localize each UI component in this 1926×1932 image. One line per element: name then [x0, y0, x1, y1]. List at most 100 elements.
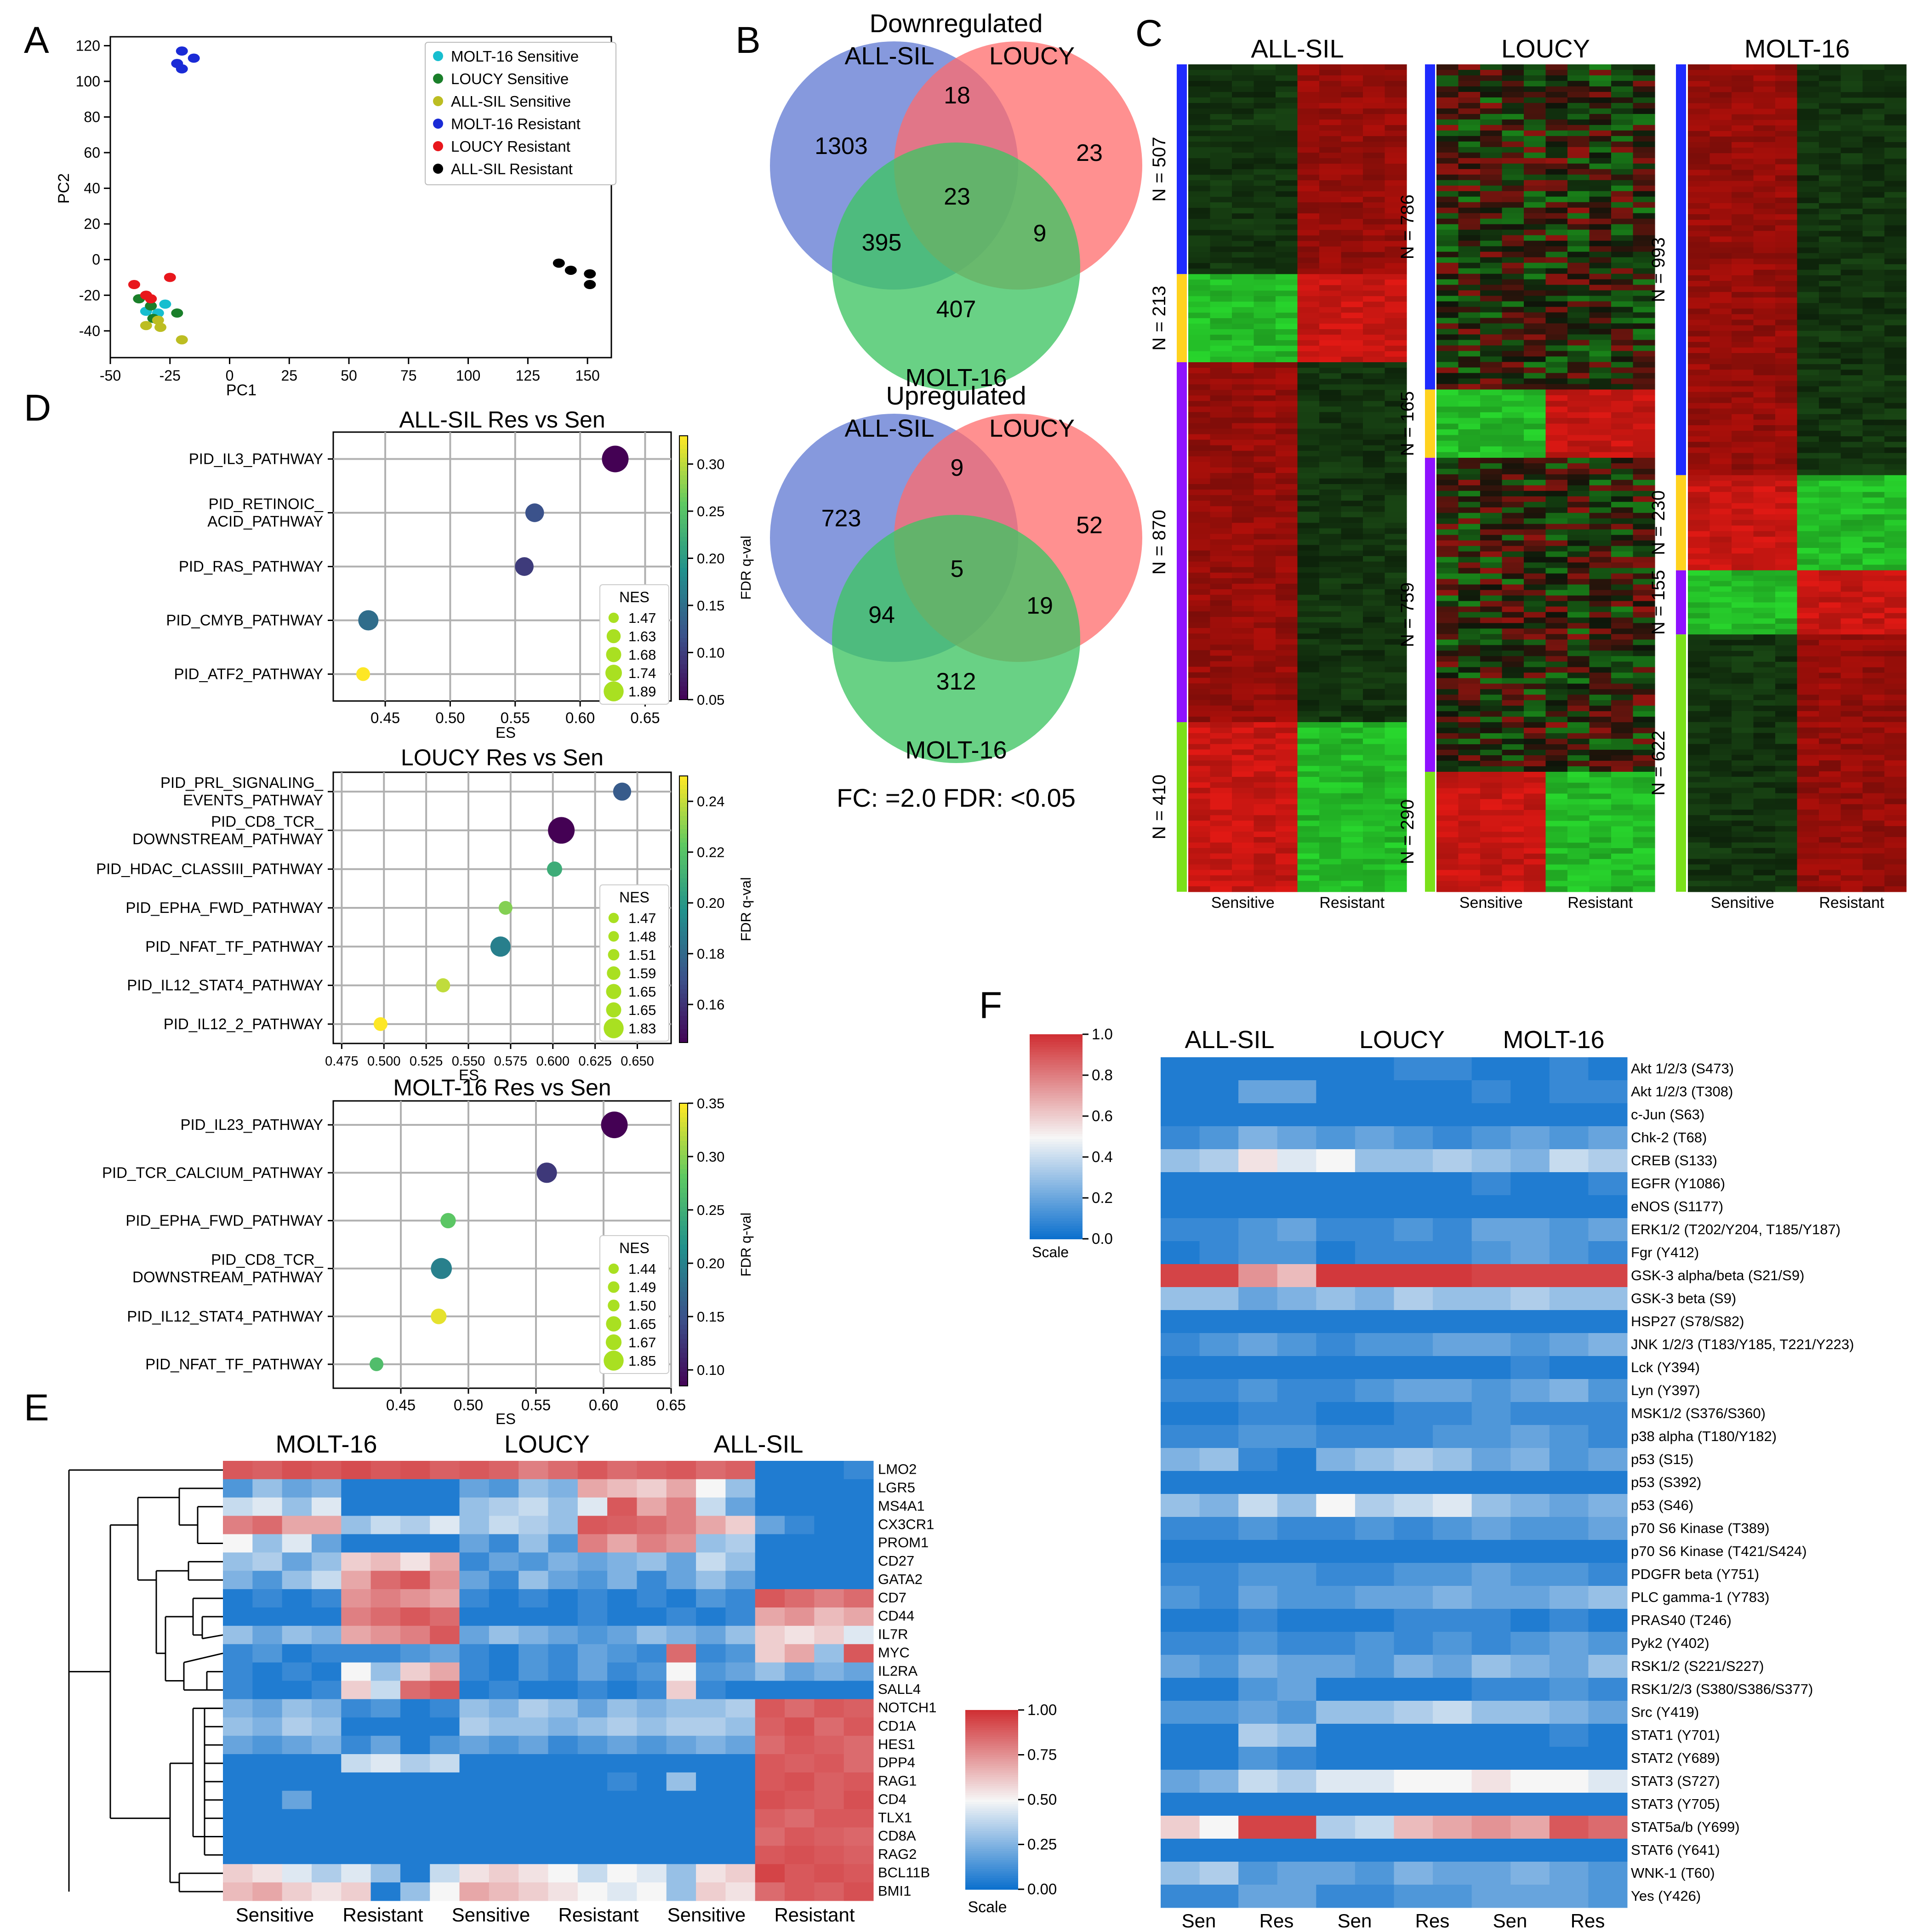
- heatmap-cell: [1458, 246, 1481, 252]
- heatmap-cell: [1276, 285, 1298, 291]
- heatmap-cell: [1188, 357, 1211, 363]
- heatmap-cell: [1589, 628, 1612, 634]
- heatmap-cell: [1436, 717, 1459, 723]
- heatmap-cell: [1633, 174, 1655, 181]
- heatmap-cell: [1797, 397, 1819, 404]
- heatmap-cell: [1276, 241, 1298, 247]
- heatmap-cell: [1753, 209, 1776, 215]
- heatmap-cell: [1633, 672, 1655, 678]
- heatmap-cell: [1436, 706, 1459, 712]
- colorbar-tick-label: 0.20: [697, 551, 724, 567]
- heatmap-cell: [1319, 777, 1342, 783]
- heatmap-cell: [1341, 749, 1363, 756]
- scatter-point: [176, 46, 188, 56]
- heatmap-cell: [1385, 64, 1407, 70]
- heatmap-cell: [1254, 798, 1276, 805]
- heatmap-cell: [1709, 809, 1732, 815]
- legend-marker: [433, 74, 443, 84]
- pathway-point: [601, 1111, 628, 1139]
- heatmap-cell: [1276, 678, 1298, 684]
- heatmap-cell: [1797, 508, 1819, 515]
- heatmap-cell: [1341, 395, 1363, 401]
- x-tick-label: 25: [281, 367, 297, 384]
- heatmap-cell: [1363, 837, 1385, 843]
- heatmap-cell: [1436, 782, 1459, 789]
- nes-legend-marker: [604, 681, 624, 701]
- heatmap-cell: [1319, 798, 1342, 805]
- heatmap-cell: [1633, 628, 1655, 634]
- heatmap-cell: [1480, 196, 1503, 203]
- heatmap-cell: [1753, 97, 1776, 104]
- heatmap-cell: [1188, 678, 1211, 684]
- heatmap-cell: [1775, 536, 1798, 543]
- heatmap-cell: [1297, 368, 1320, 374]
- x-tick-label: 0.525: [410, 1054, 443, 1069]
- heatmap-cell: [1276, 837, 1298, 843]
- heatmap-cell: [1385, 490, 1407, 496]
- heatmap-cell: [1732, 492, 1754, 498]
- heatmap-cell: [1709, 170, 1732, 176]
- nes-legend-value: 1.89: [628, 684, 656, 700]
- heatmap-cell: [1775, 325, 1798, 331]
- heatmap-cell: [1709, 684, 1732, 690]
- heatmap-cell: [1385, 545, 1407, 551]
- heatmap-cell: [1884, 419, 1907, 426]
- heatmap-cell: [1502, 463, 1524, 469]
- heatmap-cell: [1753, 531, 1776, 537]
- heatmap-cell: [1385, 373, 1407, 379]
- heatmap-cell: [1633, 180, 1655, 186]
- heatmap-cell: [1819, 186, 1841, 193]
- legend-entry: MOLT-16 Resistant: [451, 115, 581, 132]
- heatmap-cell: [1254, 434, 1276, 440]
- heatmap-cell: [1319, 722, 1342, 728]
- heatmap-cell: [1385, 760, 1407, 766]
- heatmap-cell: [1363, 219, 1385, 225]
- heatmap-cell: [1502, 799, 1524, 805]
- heatmap-cell: [1688, 419, 1710, 426]
- heatmap-cell: [1385, 120, 1407, 125]
- colorbar-tick-label: 0.15: [697, 598, 724, 614]
- heatmap-cell: [1188, 672, 1211, 678]
- heatmap-cell: [1775, 331, 1798, 337]
- heatmap-cell: [1589, 86, 1612, 92]
- heatmap-cell: [1884, 586, 1907, 592]
- heatmap-cell: [1341, 357, 1363, 363]
- heatmap-cell: [1589, 639, 1612, 645]
- heatmap-cell: [1753, 359, 1776, 365]
- heatmap-cell: [1232, 142, 1254, 148]
- heatmap-cell: [1863, 81, 1885, 87]
- heatmap-cell: [1797, 81, 1819, 87]
- heatmap-cell: [1611, 213, 1634, 219]
- heatmap-cell: [1775, 242, 1798, 248]
- heatmap-cell: [1884, 414, 1907, 420]
- heatmap-cell: [1589, 435, 1612, 441]
- heatmap-cell: [1341, 268, 1363, 274]
- heatmap-cell: [1385, 279, 1407, 285]
- colorbar-segment: [679, 825, 688, 830]
- heatmap-cell: [1210, 782, 1232, 788]
- heatmap-cell: [1297, 153, 1320, 159]
- heatmap-cell: [1341, 766, 1363, 772]
- heatmap-cell: [1709, 269, 1732, 276]
- heatmap-cell: [1688, 602, 1710, 608]
- heatmap-cell: [1524, 452, 1546, 458]
- heatmap-cell: [1819, 364, 1841, 370]
- heatmap-cell: [1775, 153, 1798, 159]
- heatmap-cell: [1863, 608, 1885, 614]
- colorbar-segment: [679, 519, 688, 524]
- heatmap-cell: [1611, 793, 1634, 799]
- heatmap-cell: [1863, 525, 1885, 532]
- heatmap-cell: [1363, 362, 1385, 368]
- heatmap-cell: [1863, 859, 1885, 865]
- heatmap-cell: [1210, 208, 1232, 214]
- heatmap-cell: [1819, 103, 1841, 109]
- heatmap-cell: [1709, 225, 1732, 231]
- heatmap-cell: [1775, 475, 1798, 481]
- heatmap-cell: [1841, 760, 1863, 766]
- heatmap-cell: [1458, 513, 1481, 519]
- heatmap-cell: [1363, 727, 1385, 734]
- x-tick-label: 150: [575, 367, 599, 384]
- heatmap-cell: [1841, 486, 1863, 492]
- x-tick-label: 0.55: [521, 1396, 551, 1413]
- heatmap-cell: [1276, 711, 1298, 717]
